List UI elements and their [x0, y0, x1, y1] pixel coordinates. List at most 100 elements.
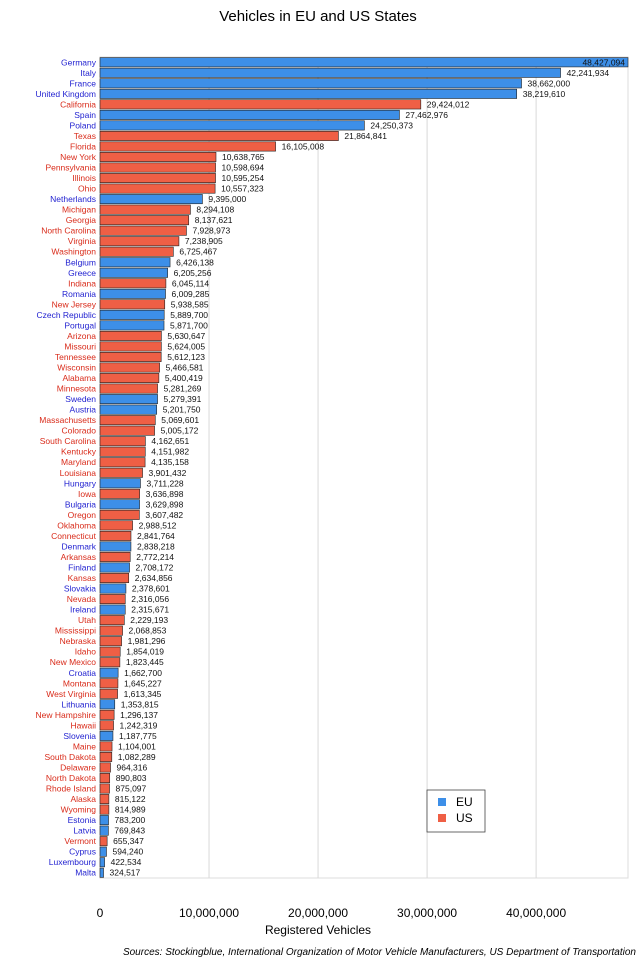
- value-label: 6,045,114: [172, 278, 209, 288]
- value-label: 2,988,512: [139, 520, 177, 530]
- bar-eu: [99, 288, 166, 299]
- bar-eu: [99, 267, 168, 278]
- bar-us: [99, 352, 162, 362]
- bar-us: [99, 278, 167, 289]
- value-label: 2,229,193: [130, 615, 168, 625]
- category-label: Greece: [68, 268, 96, 278]
- value-label: 1,082,289: [118, 752, 156, 762]
- value-label: 24,250,373: [370, 120, 413, 130]
- bar-eu: [99, 320, 165, 331]
- category-label: Italy: [80, 68, 96, 78]
- value-label: 5,612,123: [167, 352, 205, 362]
- x-axis-ticks: 0 10,000,000 20,000,000 30,000,000 40,000,00…: [97, 906, 567, 920]
- bar-us: [99, 762, 111, 773]
- category-label: Cyprus: [69, 847, 96, 857]
- legend-swatch-us: [438, 814, 446, 822]
- grid-lines: [99, 57, 537, 878]
- value-label: 1,662,700: [124, 668, 162, 678]
- value-label: 21,864,841: [344, 131, 387, 141]
- value-label: 3,629,898: [146, 499, 184, 509]
- bar-us: [99, 625, 123, 636]
- category-label: Netherlands: [50, 194, 96, 204]
- category-label: Virginia: [68, 236, 96, 246]
- category-label: Austria: [70, 405, 97, 415]
- category-label: Wisconsin: [57, 363, 96, 373]
- category-label: Malta: [75, 868, 96, 878]
- category-label: Hawaii: [70, 720, 96, 730]
- value-label: 5,889,700: [170, 310, 208, 320]
- bar-eu: [99, 846, 107, 857]
- category-label: Wyoming: [61, 805, 97, 815]
- value-label: 10,598,694: [222, 163, 265, 173]
- category-label: Kansas: [68, 573, 96, 583]
- value-label: 6,426,138: [176, 257, 214, 267]
- category-label: Illinois: [72, 173, 96, 183]
- value-label: 5,624,005: [167, 341, 205, 351]
- bar-us: [99, 362, 160, 373]
- category-label: California: [60, 99, 96, 109]
- category-label: Alaska: [70, 794, 96, 804]
- legend-label-us: US: [456, 811, 473, 825]
- bar-us: [99, 657, 121, 668]
- value-label: 5,466,581: [166, 363, 204, 373]
- value-label: 324,517: [110, 868, 141, 878]
- category-label: North Carolina: [41, 226, 96, 236]
- value-label: 5,005,172: [161, 426, 199, 436]
- category-label: Missouri: [64, 341, 96, 351]
- category-label: Arizona: [67, 331, 96, 341]
- value-label: 27,462,976: [405, 110, 448, 120]
- bar-us: [99, 467, 143, 478]
- value-label: 2,772,214: [136, 552, 174, 562]
- value-label: 2,068,853: [129, 626, 167, 636]
- bar-eu: [99, 857, 105, 868]
- value-label: 5,281,269: [164, 384, 202, 394]
- value-label: 6,205,256: [174, 268, 212, 278]
- bar-us: [99, 341, 162, 352]
- bar-us: [99, 225, 187, 236]
- category-label: Texas: [74, 131, 96, 141]
- bar-us: [99, 246, 174, 257]
- bar-eu: [99, 667, 119, 678]
- chart-title: Vehicles in EU and US States: [219, 8, 417, 25]
- value-label: 8,137,621: [195, 215, 233, 225]
- value-label: 2,315,671: [131, 605, 169, 615]
- value-label: 875,097: [116, 784, 147, 794]
- category-label: Iowa: [78, 489, 96, 499]
- value-label: 5,400,419: [165, 373, 203, 383]
- bar-us: [99, 552, 131, 562]
- category-label: Minnesota: [57, 384, 96, 394]
- bar-us: [99, 215, 190, 226]
- category-label: Latvia: [73, 826, 96, 836]
- category-label: Florida: [70, 141, 96, 151]
- value-label: 1,854,019: [126, 647, 164, 657]
- bar-us: [99, 141, 276, 152]
- bars: [99, 57, 629, 878]
- value-label: 2,841,764: [137, 531, 175, 541]
- category-label: Massachusetts: [39, 415, 96, 425]
- value-label: 5,279,391: [164, 394, 202, 404]
- bar-us: [99, 373, 160, 383]
- legend-swatch-eu: [438, 798, 446, 806]
- category-label: North Dakota: [46, 773, 96, 783]
- category-label: Oklahoma: [57, 520, 96, 530]
- x-tick-label: 40,000,000: [506, 906, 566, 920]
- category-label: Nevada: [67, 594, 97, 604]
- value-label: 2,838,218: [137, 541, 175, 551]
- category-label: Czech Republic: [36, 310, 96, 320]
- value-label: 29,424,012: [427, 99, 470, 109]
- category-label: Portugal: [64, 320, 96, 330]
- bar-eu: [99, 815, 109, 826]
- bar-us: [99, 751, 113, 762]
- category-label: Indiana: [68, 278, 96, 288]
- value-label: 814,989: [115, 805, 146, 815]
- category-label: Alabama: [62, 373, 96, 383]
- category-label: France: [70, 78, 97, 88]
- bar-us: [99, 520, 133, 531]
- value-label: 5,630,647: [167, 331, 205, 341]
- bar-us: [99, 173, 216, 184]
- value-label: 16,105,008: [282, 141, 325, 151]
- category-label: Ohio: [78, 184, 96, 194]
- bar-us: [99, 783, 110, 794]
- x-tick-label: 20,000,000: [288, 906, 348, 920]
- category-label: Hungary: [64, 478, 97, 488]
